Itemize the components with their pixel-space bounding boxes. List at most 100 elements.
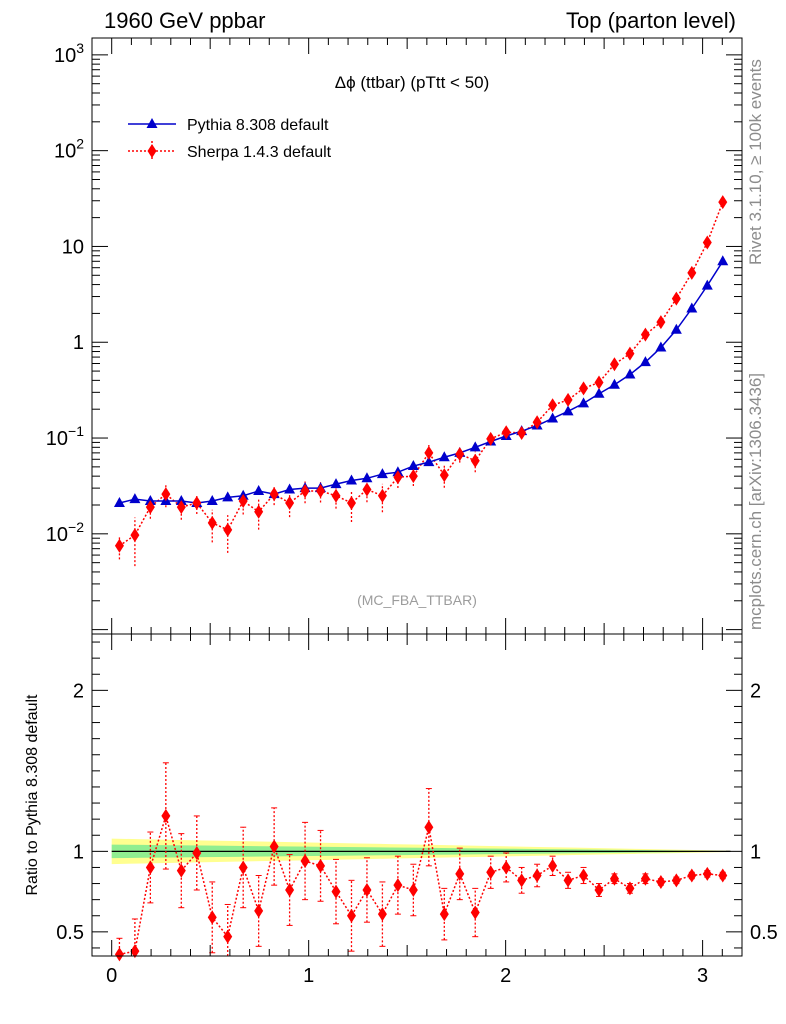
data-point-pythia <box>578 397 590 408</box>
ratio-data-point <box>579 868 589 883</box>
legend: Pythia 8.308 default Sherpa 1.4.3 defaul… <box>128 117 332 161</box>
data-point-pythia <box>639 356 651 367</box>
data-point-sherpa <box>223 522 233 537</box>
ratio-data-point <box>331 884 341 899</box>
ratio-ylabel: Ratio to Pythia 8.308 default <box>24 694 41 896</box>
data-point-pythia <box>686 302 698 313</box>
data-point-sherpa <box>393 470 403 485</box>
data-point-sherpa <box>517 425 527 440</box>
x-tick-label: 3 <box>697 965 708 987</box>
ratio-data-point <box>594 882 604 897</box>
data-point-pythia <box>376 468 388 479</box>
data-point-sherpa <box>579 381 589 396</box>
ratio-data-point <box>609 871 619 886</box>
data-point-pythia <box>253 484 265 495</box>
ratio-data-point <box>702 866 712 881</box>
data-point-sherpa <box>424 445 434 460</box>
x-tick-label: 2 <box>500 965 511 987</box>
data-point-pythia <box>361 472 373 483</box>
data-point-pythia <box>593 387 605 398</box>
ratio-data-point <box>625 881 635 896</box>
data-point-sherpa <box>470 453 480 468</box>
data-point-sherpa <box>254 504 264 519</box>
ratio-data-point <box>548 858 558 873</box>
ratio-data-point <box>687 868 697 883</box>
data-point-pythia <box>407 460 419 471</box>
ratio-data-point <box>238 860 248 875</box>
ratio-data-point <box>130 944 140 959</box>
ratio-data-point <box>439 907 449 922</box>
data-point-pythia <box>129 493 141 504</box>
y-tick-label-ratio: 2 <box>73 680 84 702</box>
ratio-data-point <box>455 866 465 881</box>
data-point-pythia <box>547 412 559 423</box>
series-line-pythia <box>119 260 724 504</box>
data-point-sherpa <box>145 500 155 515</box>
ratio-data-point <box>346 908 356 923</box>
ratio-data-point <box>470 905 480 920</box>
y-tick-label-main: 10−1 <box>46 423 84 450</box>
ratio-data-point <box>161 808 171 823</box>
ratio-data-point <box>671 873 681 888</box>
data-point-sherpa <box>408 469 418 484</box>
data-point-pythia <box>624 368 636 379</box>
data-point-pythia <box>717 255 729 266</box>
data-point-pythia <box>608 378 620 389</box>
ratio-data-point <box>316 858 326 873</box>
legend-label-pythia: Pythia 8.308 default <box>187 117 329 134</box>
data-point-sherpa <box>625 346 635 361</box>
data-point-sherpa <box>362 482 372 497</box>
y-tick-label-main: 103 <box>54 40 84 67</box>
ratio-data-point <box>207 910 217 925</box>
data-point-sherpa <box>114 538 124 553</box>
data-point-sherpa <box>269 487 279 502</box>
data-point-pythia <box>144 495 156 506</box>
y-tick-label-main: 10 <box>62 236 84 258</box>
data-point-sherpa <box>640 327 650 342</box>
data-point-sherpa <box>238 494 248 509</box>
ratio-data-point <box>517 873 527 888</box>
ratio-data-point <box>640 871 650 886</box>
data-point-sherpa <box>702 235 712 250</box>
data-point-pythia <box>562 405 574 416</box>
main-panel: 10−2 10−1 1 10 102 103 Δϕ (ttbar) (pTtt < 50)… <box>46 37 743 635</box>
y-tick-label-ratio: 1 <box>73 841 84 863</box>
y-tick-label-main: 102 <box>54 136 84 163</box>
data-point-pythia <box>469 441 481 452</box>
legend-marker-triangle <box>146 118 158 128</box>
legend-marker-diamond <box>147 144 157 158</box>
data-point-sherpa <box>285 495 295 510</box>
ratio-data-point <box>285 882 295 897</box>
data-point-sherpa <box>548 398 558 413</box>
data-point-sherpa <box>192 495 202 510</box>
ratio-data-point <box>223 929 233 944</box>
main-watermark: (MC_FBA_TTBAR) <box>357 592 477 608</box>
ratio-data-point <box>300 854 310 869</box>
y-tick-label-main: 1 <box>73 332 84 354</box>
y-tick-label-ratio-right: 0.5 <box>750 922 778 944</box>
ratio-data-point <box>408 882 418 897</box>
data-point-sherpa <box>331 488 341 503</box>
ratio-data-point <box>176 863 186 878</box>
y-tick-label-ratio: 0.5 <box>56 922 84 944</box>
data-point-sherpa <box>486 431 496 446</box>
ratio-data-point <box>192 845 202 860</box>
data-point-sherpa <box>377 488 387 503</box>
side-label-top: Rivet 3.1.10, ≥ 100k events <box>746 59 765 265</box>
data-point-sherpa <box>671 291 681 306</box>
data-point-sherpa <box>594 375 604 390</box>
data-point-pythia <box>670 323 682 334</box>
y-tick-label-ratio-right: 1 <box>750 841 761 863</box>
ratio-data-point <box>377 907 387 922</box>
y-tick-label-ratio-right: 2 <box>750 680 761 702</box>
data-point-pythia <box>206 495 218 506</box>
ratio-data-point <box>486 865 496 880</box>
ratio-data-point <box>254 903 264 918</box>
data-point-sherpa <box>316 483 326 498</box>
ratio-frame <box>91 633 743 957</box>
ratio-data-point <box>362 882 372 897</box>
data-point-sherpa <box>346 495 356 510</box>
data-point-sherpa <box>501 425 511 440</box>
ratio-data-point <box>656 874 666 889</box>
x-tick-label: 0 <box>106 965 117 987</box>
